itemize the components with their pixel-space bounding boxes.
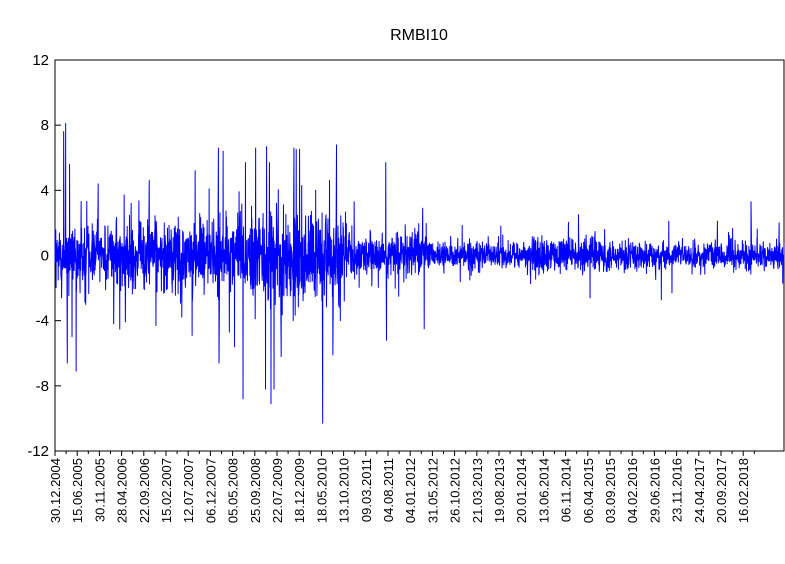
x-tick-label: 30.12.2004 bbox=[48, 458, 63, 523]
x-tick-label: 18.12.2009 bbox=[292, 458, 307, 523]
chart-title: RMBI10 bbox=[390, 27, 448, 44]
x-tick-label: 23.11.2016 bbox=[670, 458, 685, 522]
series-layer bbox=[54, 123, 785, 424]
x-axis: 30.12.2004 15.06.2005 30.11.2005 28.04.2006… bbox=[48, 451, 755, 523]
y-tick-label: 12 bbox=[32, 52, 49, 69]
x-tick-label: 22.09.2006 bbox=[137, 458, 152, 523]
x-tick-label: 12.07.2007 bbox=[181, 458, 196, 523]
x-tick-label: 15.06.2005 bbox=[70, 458, 85, 523]
x-tick-label: 30.11.2005 bbox=[92, 458, 107, 522]
y-tick-label: 8 bbox=[41, 117, 49, 134]
x-tick-label: 28.04.2006 bbox=[115, 458, 130, 523]
x-tick-label: 29.06.2016 bbox=[647, 458, 662, 523]
x-tick-label: 20.01.2014 bbox=[514, 458, 529, 523]
x-tick-label: 25.09.2008 bbox=[248, 458, 263, 523]
x-tick-label: 13.10.2010 bbox=[337, 458, 352, 523]
x-tick-label: 06.12.2007 bbox=[203, 458, 218, 523]
x-tick-label: 04.01.2012 bbox=[403, 458, 418, 523]
y-tick-label: -8 bbox=[36, 378, 49, 395]
x-tick-label: 21.03.2013 bbox=[470, 458, 485, 523]
x-tick-label: 20.09.2017 bbox=[714, 458, 729, 523]
x-tick-label: 19.08.2013 bbox=[492, 458, 507, 523]
series-line-rmbi10 bbox=[54, 123, 785, 424]
x-tick-label: 04.02.2016 bbox=[625, 458, 640, 523]
y-axis: 12 8 4 0 -4 -8 -12 bbox=[27, 52, 61, 460]
x-tick-label: 05.05.2008 bbox=[226, 458, 241, 523]
x-tick-label: 15.02.2007 bbox=[159, 458, 174, 523]
x-tick-label: 03.09.2015 bbox=[603, 458, 618, 523]
x-tick-label: 04.08.2011 bbox=[381, 458, 396, 522]
y-tick-label: -12 bbox=[27, 443, 49, 460]
x-tick-label: 09.03.2011 bbox=[359, 458, 374, 522]
y-tick-label: -4 bbox=[36, 313, 49, 330]
x-tick-label: 16.02.2018 bbox=[736, 458, 751, 523]
x-tick-label: 06.04.2015 bbox=[581, 458, 596, 523]
y-tick-label: 0 bbox=[41, 248, 49, 265]
x-tick-label: 24.04.2017 bbox=[692, 458, 707, 523]
x-tick-label: 06.11.2014 bbox=[559, 458, 574, 522]
x-tick-label: 18.05.2010 bbox=[314, 458, 329, 523]
x-tick-label: 26.10.2012 bbox=[448, 458, 463, 523]
x-tick-label: 22.07.2009 bbox=[270, 458, 285, 523]
y-tick-label: 4 bbox=[41, 182, 49, 199]
x-tick-label: 13.06.2014 bbox=[536, 458, 551, 523]
x-tick-label: 31.05.2012 bbox=[425, 458, 440, 523]
